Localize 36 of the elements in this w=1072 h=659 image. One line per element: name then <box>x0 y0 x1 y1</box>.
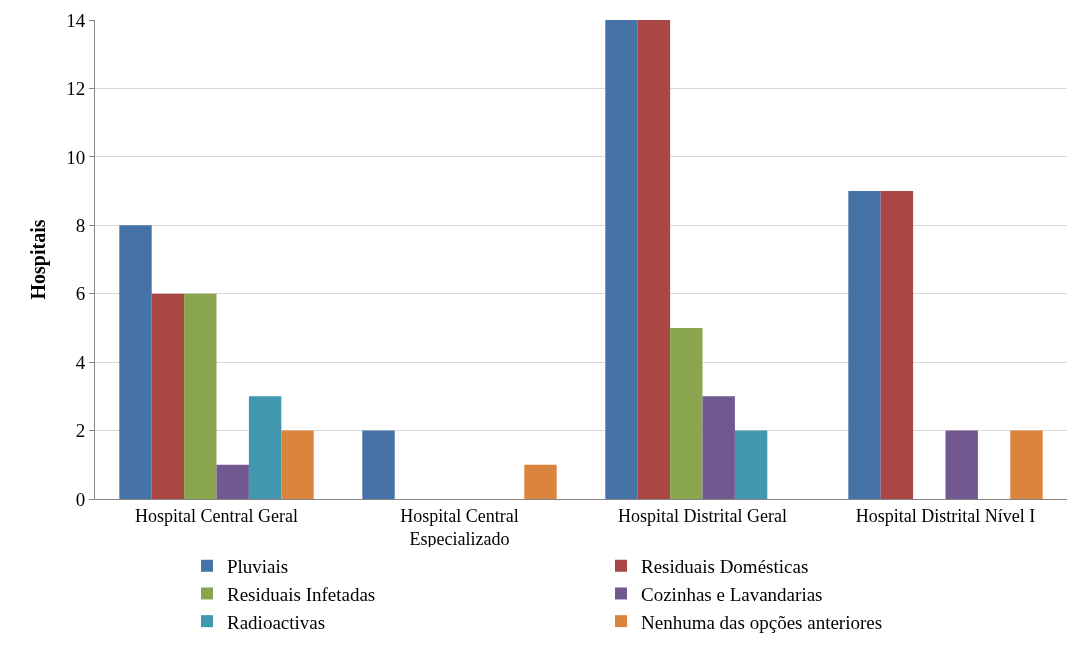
y-axis-title: Hospitais <box>26 219 50 300</box>
bar <box>670 327 703 499</box>
bar <box>216 464 249 499</box>
y-tick-label: 10 <box>66 146 86 168</box>
bar <box>362 430 395 499</box>
bar <box>880 191 914 499</box>
bar <box>119 225 152 499</box>
legend-label: Residuais Infetadas <box>227 583 376 605</box>
y-tick-label: 8 <box>75 214 86 236</box>
bar <box>524 464 557 499</box>
y-tick-label: 2 <box>75 420 86 442</box>
bar <box>734 430 768 499</box>
bar <box>945 430 978 499</box>
legend-label: Radioactivas <box>227 611 326 633</box>
x-tick-label: Hospital Central Geral <box>135 505 298 526</box>
legend-label: Cozinhas e Lavandarias <box>641 583 823 605</box>
bar <box>248 396 282 499</box>
bar <box>1010 430 1043 499</box>
y-tick-label: 14 <box>66 9 86 31</box>
bar <box>151 293 185 499</box>
bar <box>281 430 314 499</box>
bar <box>184 293 217 499</box>
legend-label: Pluviais <box>227 556 289 578</box>
y-tick-label: 12 <box>66 78 86 100</box>
legend-label: Residuais Domésticas <box>641 556 809 578</box>
legend-label: Nenhuma das opções anteriores <box>641 611 883 633</box>
bar <box>848 191 881 499</box>
bar <box>605 20 638 499</box>
x-tick-label: Hospital Distrital Geral <box>618 505 787 526</box>
bar <box>702 396 735 499</box>
y-tick-label: 0 <box>75 488 86 510</box>
x-tick-label: Hospital Central Especializado <box>400 505 519 549</box>
y-tick-label: 4 <box>75 351 86 373</box>
x-tick-label: Hospital Distrital Nível I <box>855 505 1036 526</box>
y-tick-label: 6 <box>75 283 86 305</box>
bar <box>637 20 671 499</box>
